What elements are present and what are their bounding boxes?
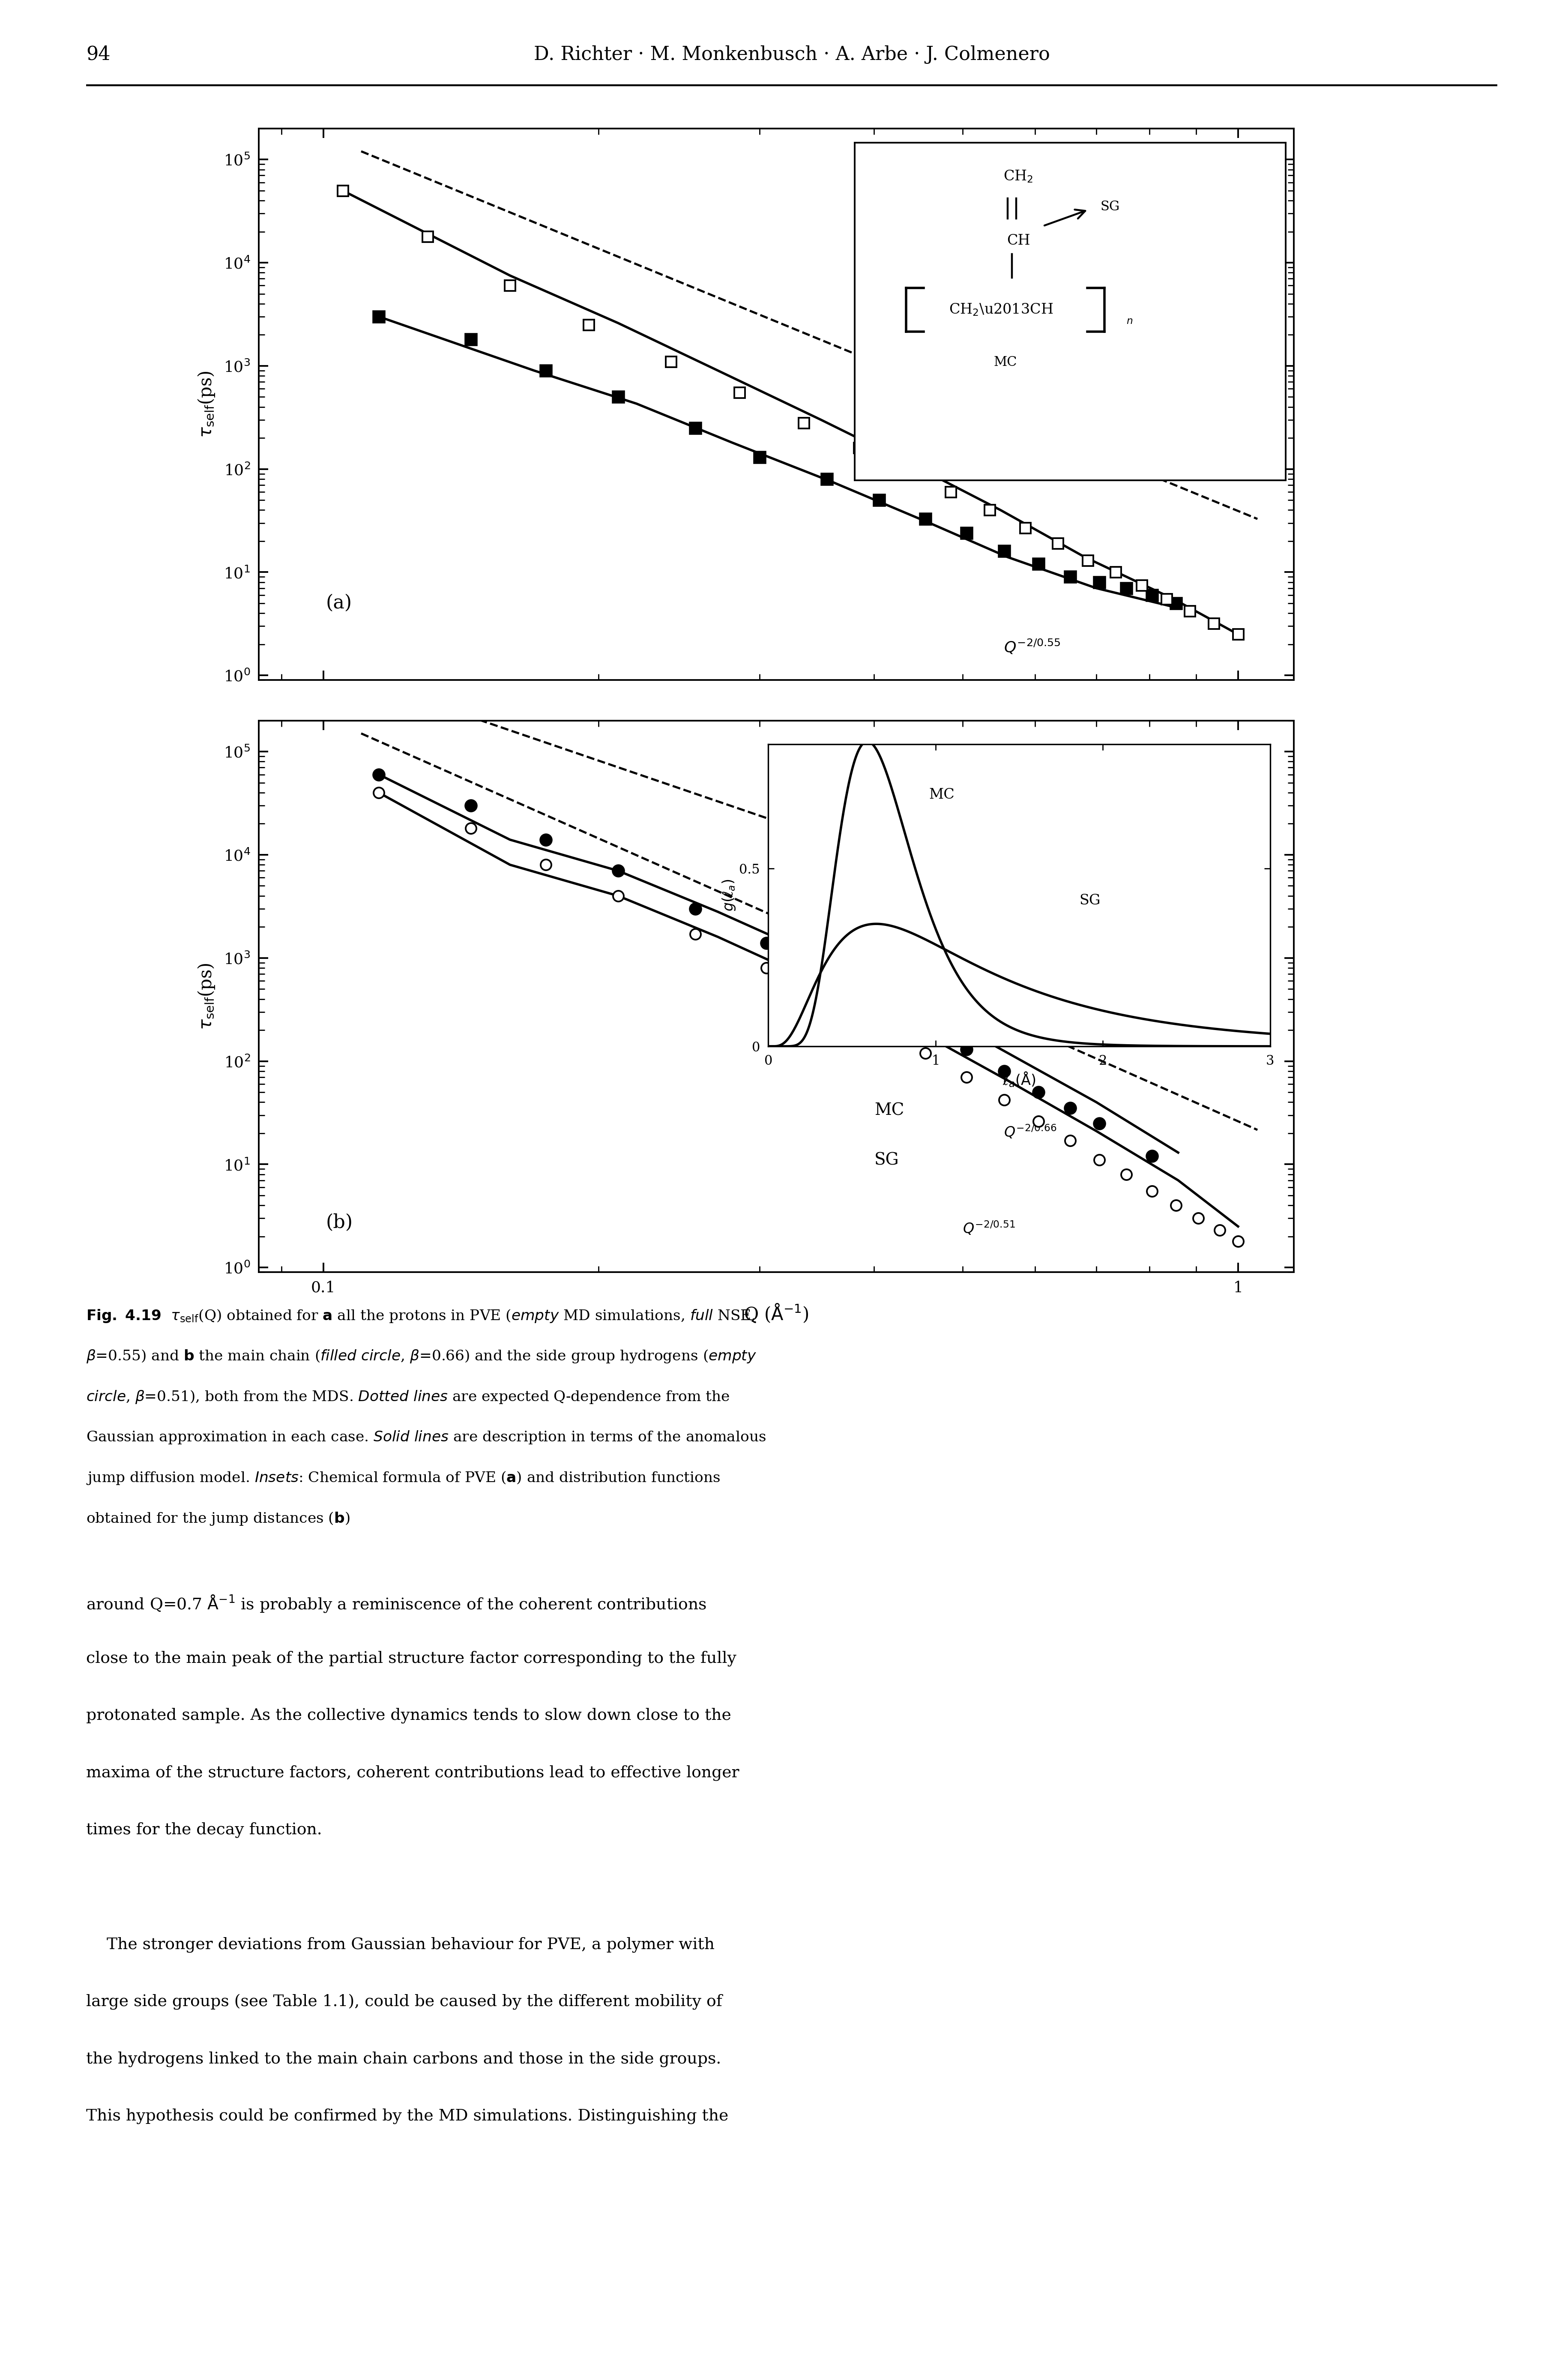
Text: obtained for the jump distances ($\bf{b}$): obtained for the jump distances ($\bf{b}… xyxy=(86,1510,350,1527)
Text: $Q^{-2/0.66}$: $Q^{-2/0.66}$ xyxy=(1004,1122,1057,1139)
Text: This hypothesis could be confirmed by the MD simulations. Distinguishing the: This hypothesis could be confirmed by th… xyxy=(86,2109,729,2124)
Text: large side groups (see Table 1.1), could be caused by the different mobility of: large side groups (see Table 1.1), could… xyxy=(86,1993,723,2009)
Text: Gaussian approximation in each case. $\it{Solid\ lines}$ are description in term: Gaussian approximation in each case. $\i… xyxy=(86,1429,767,1446)
Text: SG: SG xyxy=(1079,894,1101,908)
Text: $\it{circle}$, $\beta$=0.51), both from the MDS. $\it{Dotted\ lines}$ are expect: $\it{circle}$, $\beta$=0.51), both from … xyxy=(86,1389,731,1405)
X-axis label: Q ($\rm\AA^{-1}$): Q ($\rm\AA^{-1}$) xyxy=(743,1303,809,1325)
Text: (b): (b) xyxy=(326,1213,353,1232)
Text: (a): (a) xyxy=(326,594,353,611)
Text: $\bf{Fig.\ 4.19}$  $\tau_\mathrm{self}$(Q) obtained for $\bf{a}$ all the protons: $\bf{Fig.\ 4.19}$ $\tau_\mathrm{self}$(Q… xyxy=(86,1308,756,1325)
Text: SG: SG xyxy=(875,1153,898,1168)
X-axis label: $\ell_a(\rm\AA)$: $\ell_a(\rm\AA)$ xyxy=(1002,1070,1036,1089)
Y-axis label: $g(\ell_a)$: $g(\ell_a)$ xyxy=(721,880,737,911)
Text: $Q^{-2/0.55}$: $Q^{-2/0.55}$ xyxy=(1004,637,1060,656)
Text: The stronger deviations from Gaussian behaviour for PVE, a polymer with: The stronger deviations from Gaussian be… xyxy=(86,1936,715,1952)
Text: CH$_2$\u2013CH: CH$_2$\u2013CH xyxy=(949,302,1054,316)
Text: $Q^{-2/0.51}$: $Q^{-2/0.51}$ xyxy=(963,1220,1014,1237)
Text: MC: MC xyxy=(875,1103,905,1118)
Text: D. Richter · M. Monkenbusch · A. Arbe · J. Colmenero: D. Richter · M. Monkenbusch · A. Arbe · … xyxy=(533,45,1051,64)
Text: close to the main peak of the partial structure factor corresponding to the full: close to the main peak of the partial st… xyxy=(86,1650,737,1667)
Text: protonated sample. As the collective dynamics tends to slow down close to the: protonated sample. As the collective dyn… xyxy=(86,1707,731,1724)
Text: around Q=0.7 $\rm\AA^{-1}$ is probably a reminiscence of the coherent contributi: around Q=0.7 $\rm\AA^{-1}$ is probably a… xyxy=(86,1593,707,1612)
Text: CH: CH xyxy=(1007,233,1030,247)
Y-axis label: $\tau_\mathrm{self}$(ps): $\tau_\mathrm{self}$(ps) xyxy=(196,963,216,1030)
Text: $_n$: $_n$ xyxy=(1126,312,1132,326)
Text: 94: 94 xyxy=(86,45,110,64)
Text: MC: MC xyxy=(994,357,1018,369)
Text: $\beta$=0.55) and $\bf{b}$ the main chain ($\it{filled\ circle}$, $\beta$=0.66) : $\beta$=0.55) and $\bf{b}$ the main chai… xyxy=(86,1348,757,1365)
Text: maxima of the structure factors, coherent contributions lead to effective longer: maxima of the structure factors, coheren… xyxy=(86,1764,740,1781)
Text: CH$_2$: CH$_2$ xyxy=(1004,169,1033,183)
Text: MC: MC xyxy=(928,787,955,801)
Text: jump diffusion model. $\it{Insets}$: Chemical formula of PVE ($\bf{a}$) and dist: jump diffusion model. $\it{Insets}$: Che… xyxy=(86,1470,720,1486)
Text: SG: SG xyxy=(1101,200,1120,214)
Text: times for the decay function.: times for the decay function. xyxy=(86,1822,321,1838)
Text: the hydrogens linked to the main chain carbons and those in the side groups.: the hydrogens linked to the main chain c… xyxy=(86,2052,721,2066)
Y-axis label: $\tau_\mathrm{self}$(ps): $\tau_\mathrm{self}$(ps) xyxy=(196,371,216,438)
